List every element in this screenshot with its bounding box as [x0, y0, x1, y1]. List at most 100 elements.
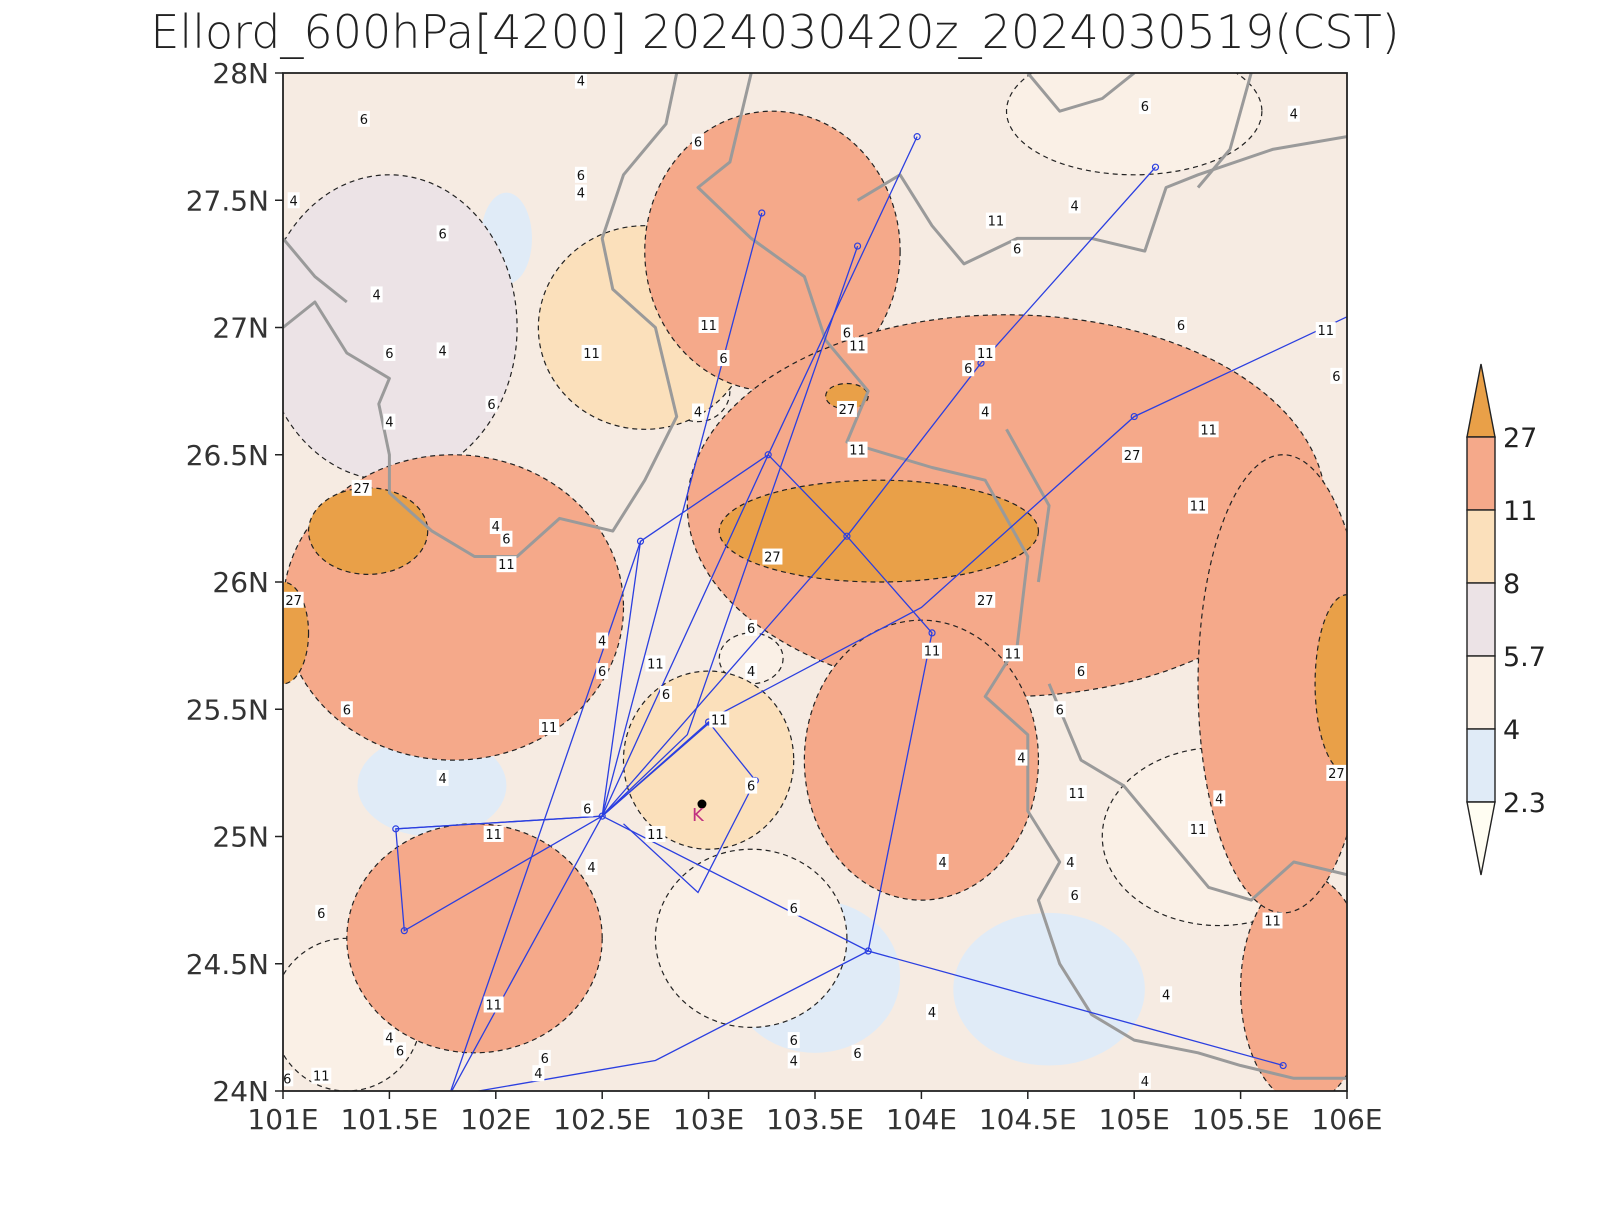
contour-label: 11 — [311, 1067, 332, 1085]
svg-text:11: 11 — [1190, 823, 1207, 838]
contour-label: 4 — [370, 286, 383, 303]
flight-track — [601, 166, 1156, 817]
svg-text:6: 6 — [964, 362, 972, 377]
waypoint-marker — [1279, 1061, 1287, 1070]
y-tick-label: 26N — [212, 566, 269, 599]
x-tick-label: 102E — [460, 1103, 531, 1136]
waypoint-marker — [1348, 312, 1354, 318]
contour-label: 4 — [926, 1004, 939, 1021]
waypoint-marker — [758, 209, 766, 217]
flight-track — [601, 245, 859, 817]
contour-label: 11 — [1002, 645, 1023, 662]
svg-text:4: 4 — [372, 288, 380, 303]
svg-text:6: 6 — [502, 533, 510, 548]
x-tick-label: 105E — [1099, 1103, 1170, 1136]
svg-text:27: 27 — [764, 551, 781, 566]
contour-label: 4 — [1287, 105, 1300, 123]
contour-region-27 — [825, 382, 869, 410]
contour-label: 11 — [581, 344, 602, 362]
svg-text:4: 4 — [1017, 752, 1025, 767]
svg-text:6: 6 — [317, 907, 325, 922]
contour-label: 11 — [645, 825, 666, 843]
flight-track — [601, 212, 763, 817]
contour-label-layer: 27 27 27 27 27 27 27 11 11 11 11 11 11 11 11 11 11 11 11 11… — [283, 73, 1347, 1090]
contour-region-2.3 — [953, 912, 1145, 1066]
province-border — [1196, 73, 1253, 189]
colorbar: 27 11 8 5.7 4 2.3 — [1466, 363, 1546, 876]
contour-label: 4 — [574, 73, 587, 90]
contour-label: 6 — [500, 530, 513, 548]
contour-label: 27 — [1326, 764, 1347, 782]
contour-label: 6 — [1011, 240, 1024, 258]
colorbar-label: 5.7 — [1503, 642, 1546, 673]
contour-label: 4 — [1160, 986, 1173, 1003]
svg-text:11: 11 — [988, 215, 1005, 230]
svg-text:4: 4 — [1290, 108, 1298, 123]
svg-text:27: 27 — [839, 403, 856, 418]
plot-area: 27 27 27 27 27 27 27 11 11 11 11 11 11 11 11 11 11 11 11 11… — [283, 73, 1354, 1091]
x-tick-label: 106E — [1311, 1103, 1382, 1136]
contour-label: 6 — [691, 133, 704, 151]
svg-text:6: 6 — [790, 1034, 798, 1049]
contour-label: 6 — [340, 701, 353, 718]
contour-label: 11 — [1188, 497, 1209, 515]
contour-label: 4 — [436, 342, 449, 359]
contour-label: 27 — [283, 591, 304, 609]
contour-label: 6 — [851, 1044, 864, 1062]
contour-label: 11 — [698, 316, 719, 334]
contour-label: 11 — [709, 711, 730, 728]
colorbar-band — [1466, 436, 1496, 511]
svg-text:6: 6 — [747, 780, 755, 795]
contour-label: 11 — [539, 719, 559, 736]
contour-label: 27 — [975, 591, 996, 609]
svg-text:4: 4 — [1066, 856, 1074, 871]
map-title: Ellord_600hPa[4200] 2024030420z_20240305… — [150, 5, 1399, 59]
waypoint-marker — [853, 242, 862, 250]
contour-region-4 — [1005, 73, 1263, 176]
svg-text:6: 6 — [598, 665, 606, 680]
svg-text:27: 27 — [977, 594, 994, 609]
colorbar-band — [1466, 728, 1496, 803]
svg-text:4: 4 — [1141, 1075, 1149, 1090]
contour-label: 11 — [1198, 421, 1219, 438]
y-tick-label: 27.5N — [186, 184, 269, 217]
svg-text:11: 11 — [849, 339, 866, 354]
contour-label: 4 — [1015, 749, 1028, 767]
contour-label: 27 — [762, 548, 783, 566]
contour-region-4 — [654, 848, 848, 1028]
y-axis: 28N 27.5N 27N 26.5N 26N 25.5N 25N 24.5N 24N — [186, 57, 283, 1108]
province-border — [1005, 428, 1051, 583]
flight-track — [601, 316, 1347, 817]
svg-text:27: 27 — [353, 482, 370, 497]
svg-text:4: 4 — [577, 75, 585, 90]
contour-label: 11 — [922, 642, 943, 660]
flight-track — [601, 136, 918, 817]
contour-label: 6 — [787, 899, 800, 917]
contour-label: 4 — [585, 859, 598, 876]
svg-text:4: 4 — [289, 194, 297, 209]
svg-text:6: 6 — [662, 688, 670, 703]
svg-text:11: 11 — [1190, 500, 1207, 515]
contour-region-11 — [803, 619, 1040, 901]
y-tick-label: 24N — [212, 1075, 269, 1108]
svg-text:27: 27 — [1328, 767, 1345, 782]
waypoint-marker — [928, 629, 936, 637]
waypoint-marker — [1130, 412, 1138, 421]
contour-label: 6 — [581, 800, 594, 818]
contour-label: 11 — [483, 996, 504, 1013]
colorbar-extension-bottom — [1466, 801, 1496, 876]
contour-label: 4 — [383, 1029, 396, 1047]
svg-text:6: 6 — [843, 327, 851, 342]
y-tick-label: 25.5N — [186, 693, 269, 726]
contour-label: 11 — [1315, 322, 1336, 339]
contour-label: 4 — [787, 1052, 800, 1069]
contour-label: 6 — [485, 395, 498, 413]
svg-text:11: 11 — [647, 828, 664, 843]
x-axis: 101E 101.5E 102E 102.5E 103E 103.5E 104E 104.5E… — [247, 1091, 1383, 1136]
svg-text:4: 4 — [790, 1054, 798, 1069]
svg-text:11: 11 — [700, 319, 717, 334]
svg-text:4: 4 — [1070, 199, 1078, 214]
station-label: K — [692, 805, 705, 826]
svg-text:4: 4 — [928, 1006, 936, 1021]
